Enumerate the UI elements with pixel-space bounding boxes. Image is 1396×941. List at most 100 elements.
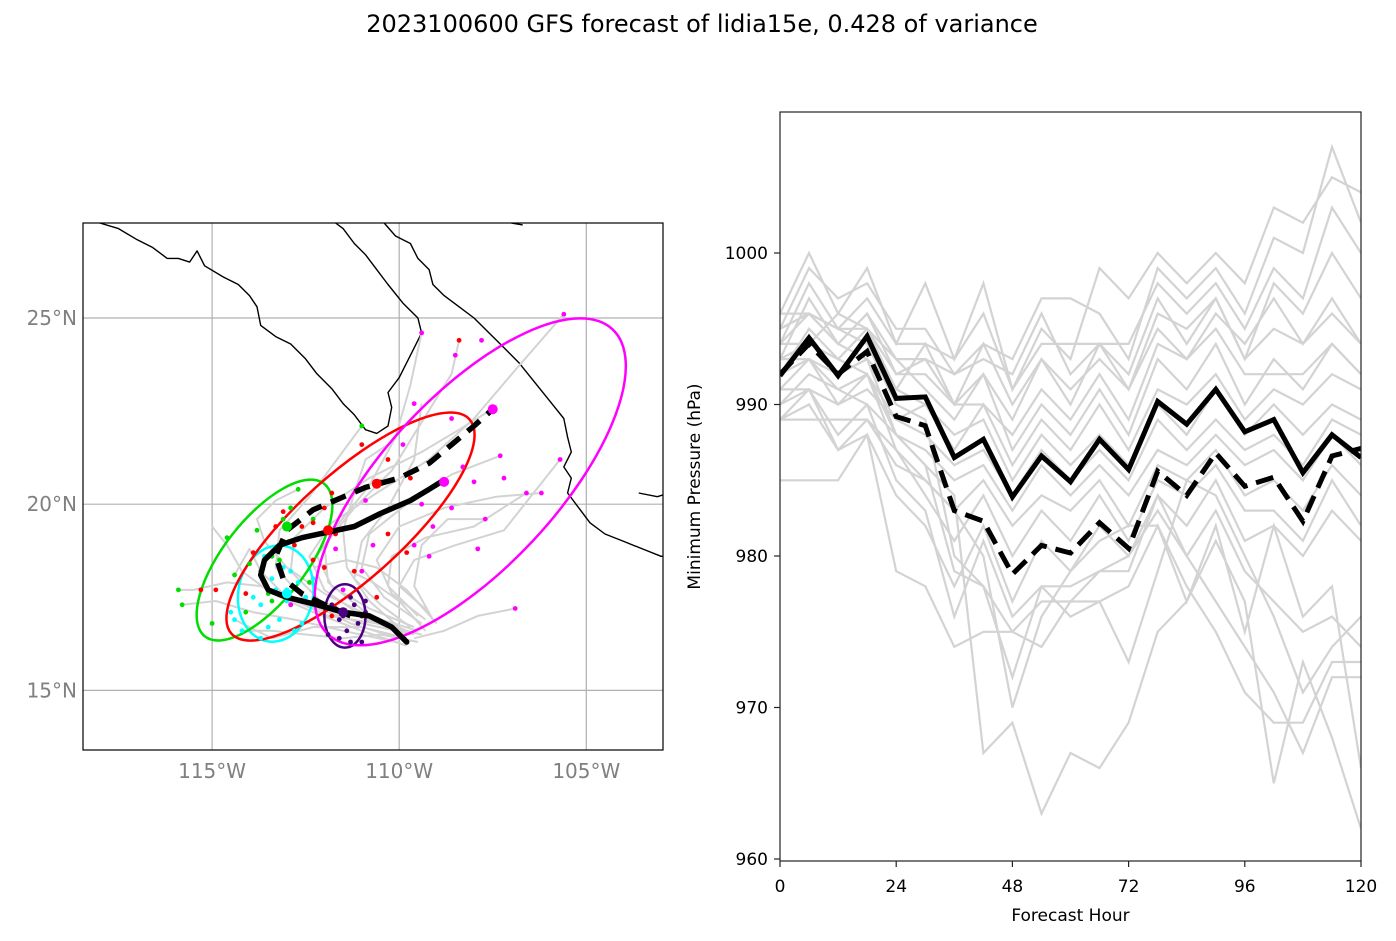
ensemble-member-line: [780, 342, 1361, 756]
member-position-dot: [404, 550, 410, 556]
member-position-dot: [269, 598, 275, 604]
y-tick-label: 990: [736, 396, 768, 416]
ensemble-track: [360, 454, 501, 625]
member-position-dot: [303, 594, 309, 600]
member-position-dot: [363, 598, 368, 604]
member-position-dot: [295, 580, 301, 585]
ensemble-track: [312, 559, 438, 625]
x-tick-label: 72: [1118, 877, 1140, 897]
member-position-dot: [243, 609, 249, 615]
member-position-dot: [359, 442, 365, 448]
ensemble-member-line: [780, 403, 1361, 528]
member-position-dot: [299, 524, 305, 529]
member-position-dot: [273, 524, 279, 529]
member-position-dot: [419, 330, 425, 336]
ensemble-track: [375, 492, 542, 621]
member-position-dot: [370, 542, 376, 548]
member-position-dot: [310, 557, 316, 563]
ensemble-track: [398, 458, 561, 613]
ensemble-member-line: [780, 296, 1361, 422]
member-position-dot: [299, 620, 305, 626]
ensemble-track: [182, 600, 396, 643]
member-position-dot: [419, 501, 425, 507]
member-position-dot: [561, 311, 567, 317]
y-axis-label: Minimum Pressure (hPa): [685, 383, 705, 589]
member-position-dot: [288, 602, 294, 608]
member-position-dot: [310, 576, 316, 582]
member-position-dot: [295, 486, 301, 492]
ensemble-member-line: [780, 175, 1361, 393]
ensemble-member-line: [780, 312, 1361, 453]
member-position-dot: [351, 602, 357, 608]
member-position-dot: [400, 442, 406, 448]
track-position-marker-48h: [281, 588, 292, 599]
member-position-dot: [243, 591, 249, 596]
ensemble-member-line: [780, 358, 1361, 724]
ensemble-track: [242, 629, 419, 643]
y-tick-label: 1000: [725, 244, 768, 264]
ensemble-track: [350, 570, 427, 632]
mean-pressure-line: [780, 331, 1361, 502]
member-position-dot: [280, 509, 286, 515]
member-position-dot: [310, 516, 316, 522]
member-position-dot: [258, 602, 264, 608]
ensemble-track: [274, 425, 400, 640]
member-position-dot: [265, 624, 271, 630]
member-position-dot: [213, 587, 219, 593]
member-position-dot: [250, 594, 256, 600]
coastline: [383, 223, 663, 557]
member-position-dot: [482, 516, 488, 522]
uncertainty-ellipse-96h: [225, 411, 476, 642]
member-position-dot: [460, 464, 466, 470]
member-position-dot: [348, 594, 353, 600]
track-map-panel: 115°W 110°W 105°W 15°N 20°N 25°N: [27, 222, 664, 783]
member-position-dot: [411, 401, 417, 407]
member-position-dot: [524, 490, 529, 496]
member-position-dot: [363, 498, 368, 503]
ensemble-member-line: [780, 388, 1361, 649]
x-tick-label: 96: [1234, 877, 1256, 897]
member-position-dot: [374, 594, 380, 600]
member-position-dot: [408, 475, 413, 481]
x-tick-label: 24: [885, 877, 907, 897]
map-gridlines: [83, 223, 663, 750]
member-position-dot: [288, 568, 294, 574]
member-position-dot: [258, 635, 264, 641]
x-tick-label: 48: [1002, 877, 1024, 897]
track-position-marker-96h: [371, 478, 382, 489]
ensemble-member-line: [780, 372, 1361, 483]
control-pressure-line: [780, 340, 1361, 579]
figure-title: 2023100600 GFS forecast of lidia15e, 0.4…: [366, 10, 1038, 38]
ensemble-member-line: [780, 357, 1361, 769]
pressure-plot-axes: 0 24 48 72 96 120 960 970 980 990 1000 Forecast Hou…: [685, 244, 1377, 926]
member-position-dot: [355, 620, 361, 626]
mean-control-pressure-layer: [780, 331, 1361, 579]
member-position-dot: [471, 479, 477, 485]
y-tick-label: 980: [736, 547, 768, 567]
member-position-dot: [288, 505, 294, 511]
map-lon-tick-label: 110°W: [365, 759, 433, 783]
member-position-dot: [479, 337, 484, 343]
control-track-line: [272, 407, 495, 619]
member-position-dot: [198, 587, 204, 593]
x-tick-label: 120: [1345, 877, 1377, 897]
x-tick-label: 0: [775, 877, 786, 897]
member-position-dot: [277, 557, 282, 563]
member-position-dot: [176, 587, 181, 593]
member-position-dot: [452, 352, 458, 358]
member-position-dot: [348, 639, 353, 645]
member-position-dot: [269, 576, 275, 582]
member-position-dot: [224, 535, 230, 541]
map-lat-tick-label: 25°N: [27, 306, 77, 330]
track-position-marker-72h: [281, 521, 292, 532]
ensemble-member-line: [780, 296, 1361, 407]
member-position-dot: [329, 490, 335, 496]
member-position-dot: [456, 337, 462, 343]
map-lon-tick-label: 115°W: [178, 759, 246, 783]
ensemble-member-line: [780, 250, 1361, 377]
member-position-dot: [333, 546, 338, 552]
member-position-dot: [209, 620, 215, 626]
ensemble-track: [413, 518, 486, 621]
member-position-dot: [232, 617, 237, 623]
